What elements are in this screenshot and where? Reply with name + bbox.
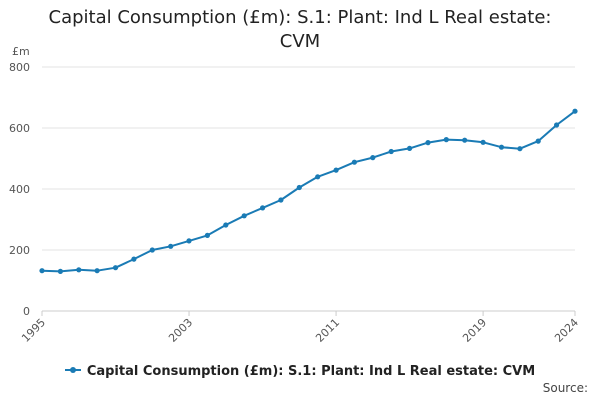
data-point-1996[interactable] <box>57 268 64 274</box>
x-tick-label-2024: 2024 <box>552 316 581 345</box>
x-tick-label-2011: 2011 <box>313 316 342 345</box>
data-point-2012[interactable] <box>351 159 357 165</box>
data-point-2020[interactable] <box>498 144 505 150</box>
data-point-2008[interactable] <box>278 197 284 203</box>
y-tick-label-200: 200 <box>9 244 30 257</box>
legend-swatch <box>64 367 81 373</box>
x-tick-label-2003: 2003 <box>166 316 195 345</box>
chart-title-line-2: CVM <box>279 31 321 52</box>
data-point-2000[interactable] <box>131 256 137 262</box>
series-layer <box>39 108 578 274</box>
y-unit-label: £m <box>12 45 30 58</box>
data-point-2017[interactable] <box>443 137 449 143</box>
data-point-2006[interactable] <box>241 213 247 219</box>
gridlines <box>42 66 575 251</box>
data-point-2003[interactable] <box>186 238 192 244</box>
y-tick-label-800: 800 <box>9 61 30 74</box>
data-point-2004[interactable] <box>204 232 210 238</box>
source-label: Source: <box>542 381 588 395</box>
x-tick-label-1995: 1995 <box>19 316 48 345</box>
data-point-2013[interactable] <box>370 155 376 161</box>
data-point-2011[interactable] <box>333 167 339 173</box>
x-tick-label-2019: 2019 <box>460 316 489 345</box>
data-point-2019[interactable] <box>480 139 486 145</box>
data-point-2009[interactable] <box>296 184 302 191</box>
y-tick-label-400: 400 <box>9 183 30 196</box>
data-point-2023[interactable] <box>554 122 560 128</box>
data-point-2015[interactable] <box>407 145 413 151</box>
data-point-1997[interactable] <box>76 267 82 273</box>
data-point-2014[interactable] <box>388 148 394 155</box>
chart-title: Capital Consumption (£m): S.1: Plant: In… <box>0 6 600 54</box>
legend[interactable]: Capital Consumption (£m): S.1: Plant: In… <box>0 364 600 379</box>
data-point-2021[interactable] <box>517 146 523 152</box>
data-point-2016[interactable] <box>425 140 431 146</box>
y-tick-label-0: 0 <box>23 305 30 318</box>
series-line-0 <box>41 110 576 273</box>
legend-label: Capital Consumption (£m): S.1: Plant: In… <box>86 364 536 379</box>
data-point-2018[interactable] <box>462 137 468 143</box>
data-point-1998[interactable] <box>94 268 100 274</box>
data-point-1995[interactable] <box>39 268 45 274</box>
y-tick-label-600: 600 <box>9 122 30 135</box>
data-point-2022[interactable] <box>535 138 541 144</box>
data-point-2002[interactable] <box>168 243 174 249</box>
data-point-1999[interactable] <box>112 265 119 271</box>
data-point-2007[interactable] <box>260 205 266 211</box>
chart-title-line-1: Capital Consumption (£m): S.1: Plant: In… <box>48 7 552 28</box>
data-point-2005[interactable] <box>223 222 229 228</box>
data-point-2010[interactable] <box>315 174 321 180</box>
axes: 0 200 400 600 800 1995 2003 2011 2019 2024 <box>9 61 581 345</box>
data-point-2024[interactable] <box>572 108 578 114</box>
data-point-2001[interactable] <box>149 247 155 253</box>
